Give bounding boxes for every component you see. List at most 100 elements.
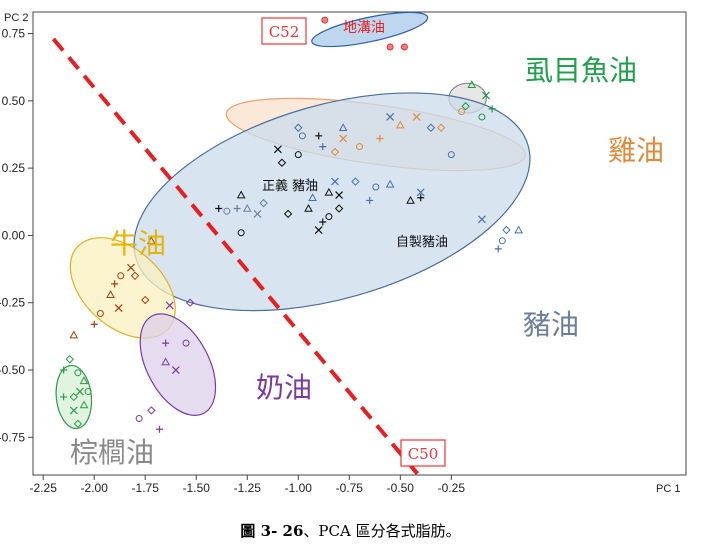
figure-caption: 圖 3- 26、PCA 區分各式脂肪。 (0, 520, 701, 541)
y-tick-label-6: -0.75 (0, 430, 25, 444)
c52-box (261, 17, 307, 45)
data-point-6-6 (114, 304, 123, 313)
figure-number: 圖 3- 26 (240, 522, 304, 540)
data-point-5-15 (417, 194, 425, 202)
data-point-7-4 (161, 357, 170, 366)
data-point-8-4 (76, 387, 84, 396)
data-point-3-13 (385, 179, 395, 188)
data-point-5-4 (294, 151, 302, 159)
data-point-7-2 (182, 339, 190, 347)
data-point-0-2 (400, 43, 408, 51)
data-point-5-12 (314, 226, 323, 234)
x-tick-label-2: -1.75 (132, 481, 160, 495)
data-point-6-1 (127, 263, 135, 272)
data-point-3-15 (502, 225, 511, 235)
data-point-3-2 (319, 143, 327, 151)
data-point-3-18 (514, 225, 524, 234)
data-point-5-5 (315, 132, 323, 140)
data-point-6-5 (106, 290, 115, 298)
y-tick-label-1: 0.50 (2, 94, 26, 108)
data-point-6-10 (69, 330, 79, 339)
data-point-8-9 (69, 406, 78, 415)
data-point-6-9 (90, 320, 98, 328)
data-point-3-0 (294, 123, 303, 132)
data-point-3-19 (478, 215, 486, 224)
data-point-1-2 (461, 102, 470, 111)
data-point-2-7 (458, 108, 466, 116)
data-point-3-16 (498, 237, 506, 245)
x-tick-label-1: -2.00 (81, 481, 109, 495)
data-point-7-3 (162, 339, 170, 347)
y-tick-label-2: 0.25 (2, 161, 26, 175)
data-point-3-3 (338, 123, 348, 132)
data-point-8-8 (79, 400, 89, 409)
cluster-ellipse-butter (139, 313, 217, 417)
data-point-3-4 (386, 113, 395, 121)
data-point-0-0 (321, 16, 329, 24)
data-point-2-4 (395, 120, 405, 129)
data-point-3-6 (447, 151, 455, 159)
y-tick-label-0: 0.75 (2, 27, 26, 41)
x-tick-label-5: -1.00 (285, 481, 313, 495)
data-point-2-6 (436, 123, 446, 132)
x-tick-label-0: -2.25 (30, 481, 58, 495)
label-zhengyi-lard: 正義 豬油 (262, 178, 318, 194)
data-point-0-1 (386, 43, 394, 51)
data-point-6-8 (96, 309, 104, 317)
data-point-3-12 (366, 196, 374, 204)
data-point-2-5 (412, 113, 421, 121)
data-point-5-7 (335, 191, 344, 199)
data-point-8-6 (84, 388, 92, 396)
data-point-4-0 (223, 207, 231, 215)
data-point-4-4 (259, 198, 268, 208)
data-point-1-0 (467, 80, 477, 88)
data-point-5-10 (319, 218, 327, 226)
data-point-3-10 (351, 177, 360, 186)
y-tick-label-5: -0.50 (0, 363, 25, 377)
cluster-ellipse-palm (55, 364, 93, 430)
data-point-5-9 (325, 213, 333, 221)
data-point-1-1 (482, 91, 490, 100)
data-point-6-7 (141, 295, 150, 305)
data-point-8-7 (60, 393, 68, 401)
data-point-2-3 (376, 135, 384, 143)
c52-label: C52 (269, 23, 300, 41)
data-point-8-0 (65, 355, 74, 364)
data-point-5-8 (334, 204, 344, 213)
data-point-2-1 (330, 147, 340, 157)
label-chicken-oil: 雞油 (608, 134, 664, 167)
label-homemade-lard: 自製豬油 (396, 235, 448, 250)
data-point-5-1 (236, 190, 246, 199)
data-point-3-9 (331, 177, 339, 186)
data-point-6-4 (111, 280, 119, 288)
y-tick-label-4: -0.25 (0, 296, 25, 310)
data-point-7-6 (147, 406, 156, 415)
data-point-3-1 (298, 132, 306, 140)
data-point-5-6 (324, 187, 334, 196)
data-point-5-14 (237, 229, 245, 237)
y-axis-label: PC 2 (4, 12, 28, 24)
data-point-4-1 (233, 205, 241, 213)
data-point-1-4 (488, 105, 496, 113)
data-point-7-8 (156, 425, 164, 433)
data-point-7-7 (135, 414, 143, 422)
x-tick-label-6: -0.75 (336, 481, 364, 495)
data-point-6-2 (130, 271, 140, 281)
label-lard: 豬油 (523, 308, 579, 341)
x-tick-label-7: -0.50 (387, 481, 415, 495)
x-tick-label-4: -1.25 (234, 481, 262, 495)
data-point-3-8 (308, 193, 317, 202)
data-point-6-3 (117, 272, 125, 280)
data-point-7-0 (165, 301, 174, 310)
data-point-6-0 (147, 236, 156, 245)
data-point-4-2 (242, 203, 252, 212)
label-gutter-oil: 地溝油 (343, 20, 385, 36)
data-point-3-7 (304, 178, 312, 186)
x-tick-label-8: -0.25 (438, 481, 466, 495)
data-point-3-5 (426, 123, 436, 132)
x-tick-label-3: -1.50 (183, 481, 211, 495)
label-butter: 奶油 (256, 371, 312, 404)
data-point-3-14 (416, 188, 425, 197)
figure-caption-text: 、PCA 區分各式脂肪。 (303, 522, 461, 540)
